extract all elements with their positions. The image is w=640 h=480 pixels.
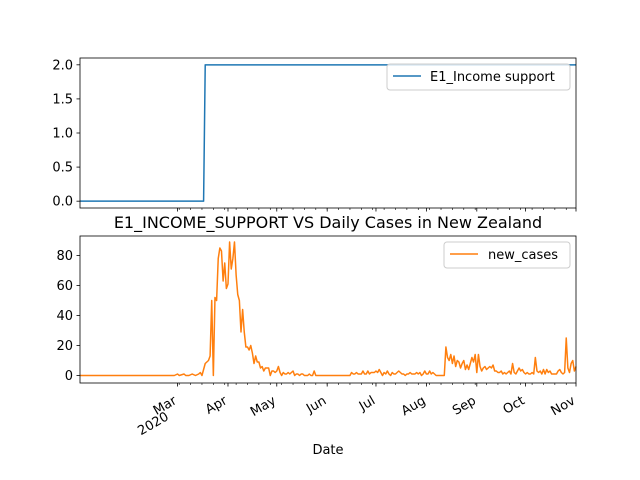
bottom-y-axis-ticks: 0 20 40 60 80 — [56, 249, 80, 384]
x-tick-label: Jul — [356, 393, 378, 414]
y-tick-label: 80 — [56, 249, 73, 264]
top-x-axis-ticks — [177, 208, 577, 212]
top-y-axis-ticks: 0.0 0.5 1.0 1.5 2.0 — [52, 58, 80, 210]
y-tick-label: 20 — [56, 339, 73, 354]
y-tick-label: 1.0 — [52, 127, 73, 142]
y-tick-label: 40 — [56, 309, 73, 324]
series-line-new-cases — [80, 241, 577, 377]
y-tick-label: 2.0 — [52, 58, 73, 73]
bottom-axes-frame — [79, 235, 577, 384]
bottom-legend-label: new_cases — [488, 248, 558, 263]
bottom-plot-area — [80, 241, 577, 377]
top-legend-box — [386, 63, 571, 91]
bottom-chart-title: E1_INCOME_SUPPORT VS Daily Cases in New … — [114, 213, 542, 233]
y-tick-label: 0.5 — [52, 161, 73, 176]
y-tick-label: 0 — [65, 369, 73, 384]
y-tick-label: 1.5 — [52, 92, 73, 107]
top-subplot: 0.0 0.5 1.0 1.5 2.0 E1_Income support — [52, 57, 577, 212]
y-tick-label: 0.0 — [52, 195, 73, 210]
y-tick-label: 60 — [56, 279, 73, 294]
top-legend-label: E1_Income support — [430, 70, 555, 85]
bottom-legend-box — [443, 241, 571, 269]
top-legend: E1_Income support — [386, 63, 571, 91]
bottom-legend: new_cases — [443, 241, 571, 269]
bottom-x-axis-label: Date — [312, 443, 343, 458]
